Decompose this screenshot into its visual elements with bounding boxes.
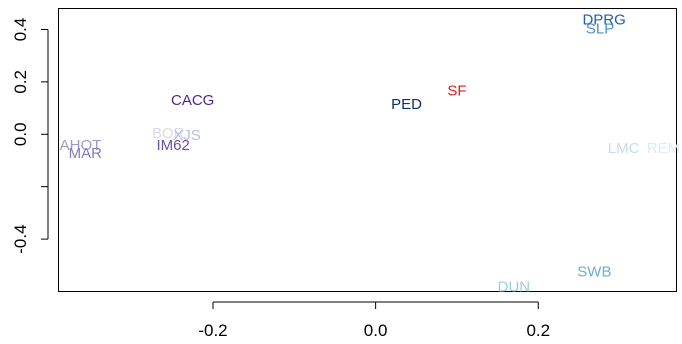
point-label-rem: REM: [647, 140, 680, 157]
y-tick-label: 0.2: [11, 70, 30, 94]
plot-frame: [58, 8, 677, 292]
y-tick-label: 0.0: [11, 122, 30, 146]
x-tick-label: 0.2: [526, 321, 550, 340]
point-label-mar: MAR: [69, 145, 103, 162]
point-label-swb: SWB: [577, 263, 611, 280]
point-label-cacg: CACG: [171, 92, 214, 109]
y-axis: -0.4 0.0 0.2 0.4: [11, 18, 49, 254]
point-label-xjs: XJS: [173, 127, 201, 144]
point-label-ahot: AHOT: [60, 137, 102, 154]
point-label-bor: BOR: [152, 125, 185, 142]
point-label-dun: DUN: [498, 278, 531, 295]
point-label-ped: PED: [391, 96, 422, 113]
x-tick-label: 0.0: [364, 321, 388, 340]
y-tick-label: -0.4: [11, 224, 30, 253]
point-label-im62: IM62: [156, 137, 189, 154]
point-label-slp: SLP: [586, 20, 614, 37]
y-tick-label: 0.4: [11, 18, 30, 42]
point-label-lmc: LMC: [608, 140, 640, 157]
point-label-sf: SF: [447, 82, 466, 99]
x-tick-label: -0.2: [198, 321, 227, 340]
x-axis: -0.2 0.0 0.2: [198, 301, 550, 340]
point-label-dprg: DPRG: [582, 12, 625, 29]
